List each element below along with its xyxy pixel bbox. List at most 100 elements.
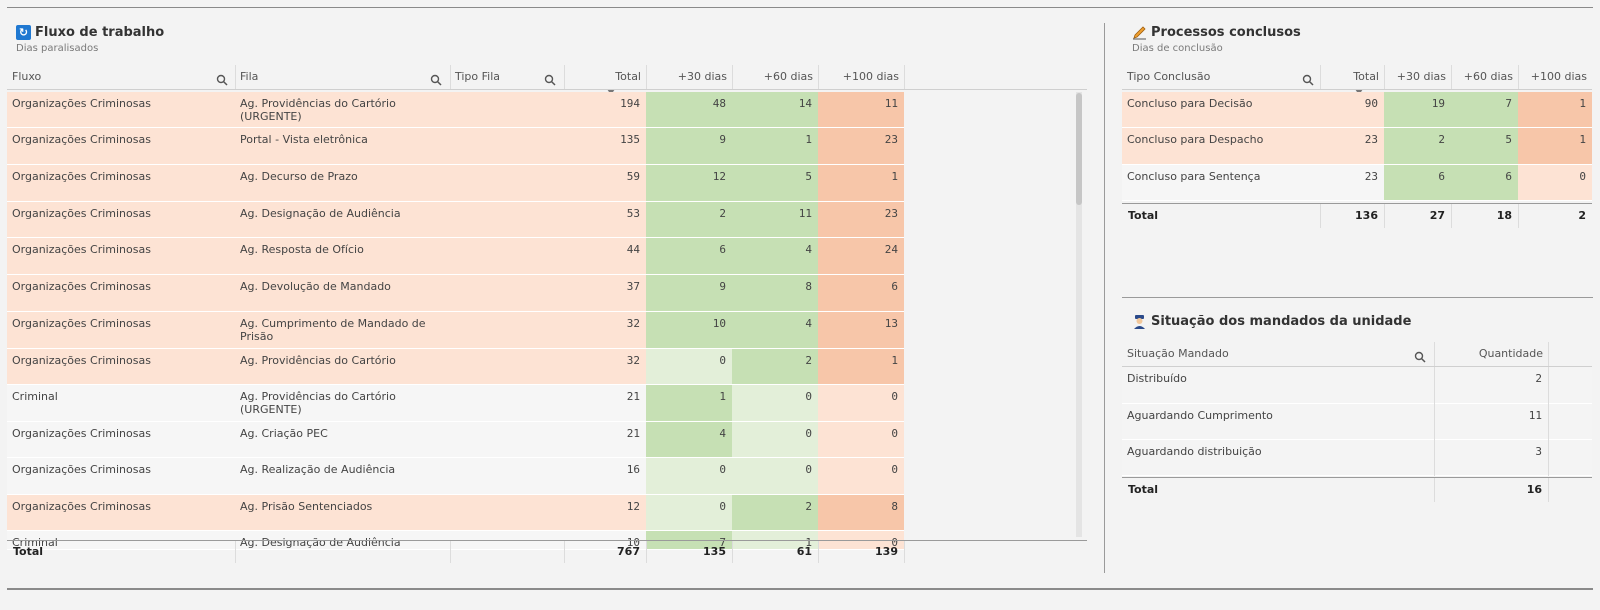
fluxo-header-separator xyxy=(564,65,565,89)
fluxo-cell-plus30: 0 xyxy=(646,458,732,494)
fluxo-cell-plus60: 1 xyxy=(732,128,818,164)
mandados-total-situacao-mandado: Total xyxy=(1128,483,1159,496)
processos-header-total[interactable]: Total xyxy=(1353,70,1379,83)
processos-total-separator xyxy=(1518,204,1519,228)
processos-total-tipo-conclusao: Total xyxy=(1128,209,1159,222)
fluxo-cell-fluxo: Organizações Criminosas xyxy=(12,97,151,110)
fluxo-cell-tipo-fila xyxy=(450,312,564,348)
fluxo-search-icon[interactable] xyxy=(216,74,228,86)
fluxo-total-line xyxy=(7,540,1087,541)
fluxo-cell-tipo-fila xyxy=(450,349,564,384)
processos-header-tipo-conclusao[interactable]: Tipo Conclusão xyxy=(1127,70,1211,83)
processos-subtitle: Dias de conclusão xyxy=(1132,43,1223,54)
fluxo-cell-plus100: 23 xyxy=(818,202,904,237)
processos-total-total: 136 xyxy=(1355,209,1378,222)
fluxo-cell-plus60: 2 xyxy=(732,495,818,530)
mandados-header-separator xyxy=(1548,342,1549,366)
fluxo-header-plus100[interactable]: +100 dias xyxy=(842,70,899,83)
processos-header-plus60[interactable]: +60 dias xyxy=(1463,70,1513,83)
fluxo-cell-plus60: 8 xyxy=(732,275,818,311)
processos-header-separator xyxy=(1384,65,1385,89)
fluxo-header-plus60[interactable]: +60 dias xyxy=(763,70,813,83)
fluxo-header-fluxo[interactable]: Fluxo xyxy=(12,70,42,83)
mandados-table-row[interactable] xyxy=(1122,440,1592,476)
situacao-mandado-search-icon[interactable] xyxy=(1414,351,1426,363)
fluxo-header-fila[interactable]: Fila xyxy=(240,70,259,83)
fluxo-header-separator xyxy=(450,65,451,89)
fluxo-cell-fluxo: Criminal xyxy=(12,390,58,403)
processos-total-separator xyxy=(1451,204,1452,228)
processos-cell-tipo-conclusao: Concluso para Despacho xyxy=(1127,133,1264,146)
mandados-cell-situacao-mandado: Aguardando Cumprimento xyxy=(1127,409,1273,422)
mandados-total-separator xyxy=(1548,478,1549,502)
fluxo-cell-total: 16 xyxy=(626,463,640,476)
processos-cell-tipo-conclusao: Concluso para Decisão xyxy=(1127,97,1253,110)
processos-header-plus100[interactable]: +100 dias xyxy=(1530,70,1587,83)
fluxo-total-fila xyxy=(235,541,450,563)
fluxo-header-tipo-fila[interactable]: Tipo Fila xyxy=(455,70,501,83)
processos-cell-plus30: 19 xyxy=(1384,92,1451,127)
top-divider xyxy=(7,7,1593,8)
fluxo-total-separator xyxy=(904,541,905,563)
fluxo-header-separator xyxy=(818,65,819,89)
fluxo-cell-plus60: 0 xyxy=(732,458,818,494)
mandados-title-text: Situação dos mandados da unidade xyxy=(1151,314,1412,329)
fluxo-cell-fluxo: Organizações Criminosas xyxy=(12,243,151,256)
processos-title: Processos conclusos xyxy=(1132,25,1301,40)
tipo-conclusao-search-icon[interactable] xyxy=(1302,74,1314,86)
mandados-table-row[interactable] xyxy=(1122,367,1592,404)
fluxo-header-plus30[interactable]: +30 dias xyxy=(677,70,727,83)
fluxo-cell-fluxo: Organizações Criminosas xyxy=(12,133,151,146)
processos-cell-plus60: 5 xyxy=(1451,128,1518,164)
fila-search-icon[interactable] xyxy=(430,74,442,86)
fluxo-cell-fila: Ag. Providências do Cartório (URGENTE) xyxy=(240,390,396,416)
fluxo-header-separator xyxy=(646,65,647,89)
mandados-cell-quantidade: 3 xyxy=(1535,445,1542,458)
fluxo-scrollbar[interactable] xyxy=(1076,92,1082,537)
processos-cell-plus100: 1 xyxy=(1518,92,1592,127)
fluxo-cell-fila: Ag. Criação PEC xyxy=(240,427,328,440)
fluxo-total-plus60: 61 xyxy=(796,545,812,558)
fluxo-cell-plus100: 0 xyxy=(818,385,904,421)
fluxo-cell-total: 32 xyxy=(626,317,640,330)
fluxo-cell-plus100: 0 xyxy=(818,422,904,457)
fluxo-cell-plus60: 11 xyxy=(732,202,818,237)
mandados-table-row[interactable] xyxy=(1122,404,1592,440)
fluxo-cell-fluxo: Organizações Criminosas xyxy=(12,354,151,367)
fluxo-cell-plus100: 1 xyxy=(818,165,904,201)
fluxo-cell-tipo-fila xyxy=(450,128,564,164)
mandados-total-quantidade: 16 xyxy=(1526,483,1542,496)
mandados-col-separator xyxy=(1548,404,1549,440)
fluxo-header-total[interactable]: Total xyxy=(615,70,641,83)
fluxo-cell-plus100: 11 xyxy=(818,92,904,127)
fluxo-cell-tipo-fila xyxy=(450,92,564,127)
fluxo-total-plus100: 139 xyxy=(875,545,898,558)
tipo-fila-search-icon[interactable] xyxy=(544,74,556,86)
fluxo-total-separator xyxy=(450,541,451,563)
processos-cell-plus60: 6 xyxy=(1451,165,1518,200)
mandados-title: Situação dos mandados da unidade xyxy=(1132,314,1411,329)
fluxo-cell-tipo-fila xyxy=(450,275,564,311)
mandados-cell-quantidade: 11 xyxy=(1528,409,1542,422)
fluxo-header-line xyxy=(7,89,1087,90)
processos-header-plus30[interactable]: +30 dias xyxy=(1396,70,1446,83)
fluxo-cell-fila: Ag. Providências do Cartório xyxy=(240,354,396,367)
processos-cell-tipo-conclusao: Concluso para Sentença xyxy=(1127,170,1261,183)
fluxo-cell-plus30: 1 xyxy=(646,385,732,421)
mandados-cell-situacao-mandado: Aguardando distribuição xyxy=(1127,445,1262,458)
fluxo-cell-total: 53 xyxy=(626,207,640,220)
fluxo-cell-plus30: 0 xyxy=(646,495,732,530)
fluxo-scrollbar-thumb[interactable] xyxy=(1076,93,1082,205)
fluxo-cell-fluxo: Organizações Criminosas xyxy=(12,170,151,183)
fluxo-cell-fluxo: Organizações Criminosas xyxy=(12,207,151,220)
fluxo-cell-tipo-fila xyxy=(450,422,564,457)
processos-total-separator xyxy=(1384,204,1385,228)
fluxo-title: ↻ Fluxo de trabalho xyxy=(16,25,164,40)
fluxo-cell-plus30: 12 xyxy=(646,165,732,201)
fluxo-total-separator xyxy=(646,541,647,563)
processos-total-plus60: 18 xyxy=(1496,209,1512,222)
fluxo-cell-fila: Ag. Providências do Cartório (URGENTE) xyxy=(240,97,396,123)
mandados-header-situacao-mandado[interactable]: Situação Mandado xyxy=(1127,347,1229,360)
fluxo-cell-fluxo: Organizações Criminosas xyxy=(12,317,151,330)
mandados-header-quantidade[interactable]: Quantidade xyxy=(1478,347,1543,360)
